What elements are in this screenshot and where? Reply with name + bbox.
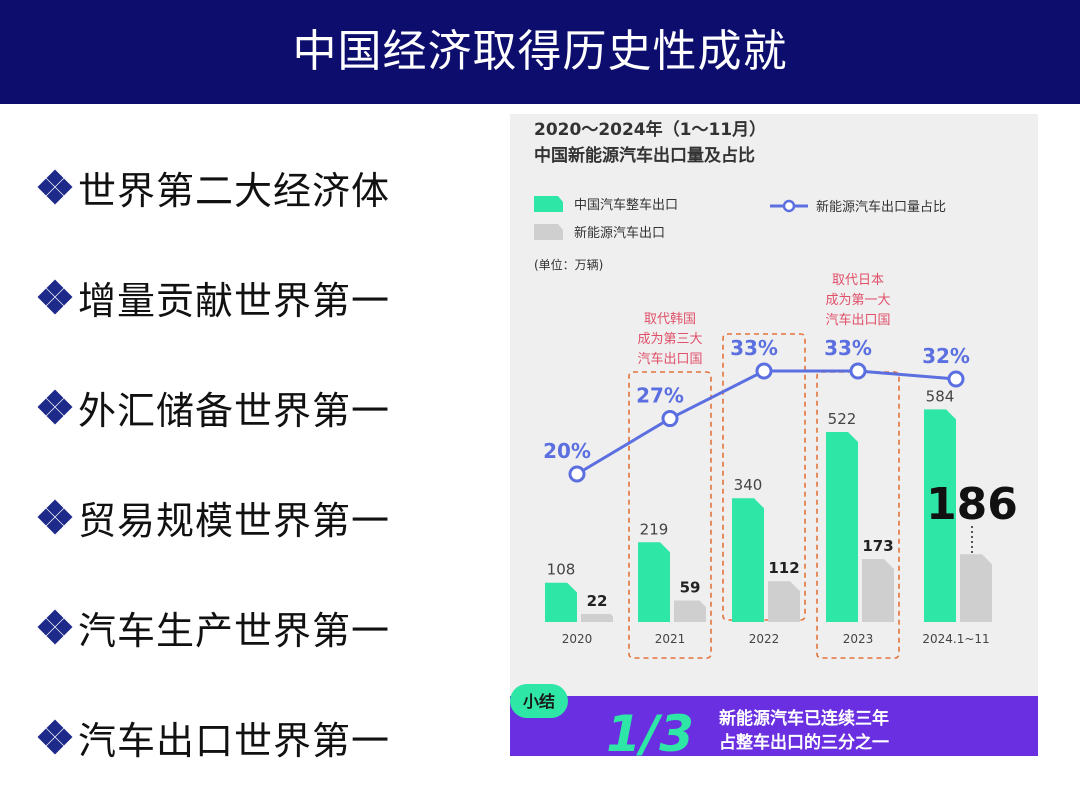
highlight-note: 汽车出口国	[825, 312, 890, 328]
bar-vehicle-export	[732, 498, 764, 622]
bar-value-label-nev-export: 173	[862, 537, 893, 555]
bar-vehicle-export	[638, 542, 670, 622]
x-tick-label: 2022	[749, 632, 780, 646]
share-point	[568, 465, 586, 483]
highlight-note: 取代韩国	[644, 312, 696, 327]
x-tick-label: 2023	[843, 632, 874, 646]
summary-big-number: 1/3	[606, 705, 694, 756]
bullet-text: 汽车出口世界第一	[78, 718, 391, 763]
chart-title: 2020～2024年（1～11月）	[534, 119, 766, 140]
highlight-note: 汽车出口国	[637, 351, 702, 367]
bar-vehicle-export	[545, 582, 577, 622]
summary-line: 占整车出口的三分之一	[719, 732, 889, 753]
bar-vehicle-export	[924, 409, 956, 622]
bar-vehicle-export	[826, 431, 858, 622]
legend-label-nev-export: 新能源汽车出口	[574, 225, 665, 241]
bar-value-label-nev-export: 22	[587, 592, 608, 610]
diamond-bullet-icon	[37, 609, 73, 645]
share-point	[849, 362, 867, 380]
bar-value-label-nev-export: 112	[768, 559, 799, 577]
bar-value-label-vehicle-export: 219	[640, 520, 669, 538]
slide-title: 中国经济取得历史性成就	[292, 26, 788, 77]
chart-subtitle: 中国新能源汽车出口量及占比	[534, 145, 755, 166]
chart-panel: 2020～2024年（1～11月） 中国新能源汽车出口量及占比 中国汽车整车出口 新能…	[510, 114, 1038, 763]
bar-value-label-nev-export: 59	[680, 579, 701, 597]
x-tick-label: 2021	[655, 632, 686, 646]
bullet-list: 世界第二大经济体 增量贡献世界第一 外汇储备世界第一 贸易规模世界第一 汽车生产世界第一…	[37, 132, 478, 792]
summary-tag-label: 小结	[523, 692, 555, 711]
diamond-bullet-icon	[37, 279, 73, 315]
share-point	[755, 362, 773, 380]
diamond-bullet-icon	[37, 719, 73, 755]
bullet-text: 增量贡献世界第一	[78, 278, 391, 323]
highlight-note: 取代日本	[832, 273, 884, 288]
share-value-label: 27%	[636, 384, 684, 408]
title-banner	[0, 0, 1080, 104]
legend-marker-share	[782, 199, 796, 213]
bar-value-label-vehicle-export: 108	[547, 561, 576, 579]
diamond-bullet-icon	[37, 169, 73, 205]
bullet-text: 外汇储备世界第一	[78, 388, 391, 433]
highlight-box	[722, 333, 806, 621]
bullet-text: 贸易规模世界第一	[78, 498, 391, 543]
summary-line: 新能源汽车已连续三年	[719, 708, 889, 729]
bar-nev-export	[768, 581, 800, 622]
unit-label: (单位：万辆)	[534, 257, 603, 272]
bullet-item: 增量贡献世界第一	[37, 242, 478, 352]
x-tick-label: 2024.1~11	[922, 632, 989, 646]
bullet-item: 世界第二大经济体	[37, 132, 478, 242]
bar-nev-export	[862, 559, 894, 622]
bullet-text: 世界第二大经济体	[78, 168, 391, 213]
share-value-label: 33%	[824, 336, 872, 360]
share-point	[661, 410, 679, 428]
share-value-label: 33%	[730, 336, 778, 360]
summary-band	[510, 696, 1038, 756]
share-value-label: 20%	[543, 439, 591, 463]
legend-label-share: 新能源汽车出口量占比	[816, 199, 946, 215]
callout-value: 186	[926, 479, 1018, 530]
legend-swatch-nev-export	[534, 224, 563, 240]
bar-value-label-vehicle-export: 522	[828, 410, 857, 428]
bullet-item: 汽车生产世界第一	[37, 572, 478, 682]
bar-nev-export	[581, 613, 613, 622]
highlight-note: 成为第三大	[637, 332, 702, 347]
bar-nev-export	[960, 554, 992, 622]
highlight-note: 成为第一大	[825, 293, 890, 308]
diamond-bullet-icon	[37, 499, 73, 535]
highlight-box	[628, 371, 712, 659]
bullet-item: 贸易规模世界第一	[37, 462, 478, 572]
bar-value-label-vehicle-export: 340	[734, 476, 763, 494]
bullet-item: 汽车出口世界第一	[37, 682, 478, 792]
share-point	[947, 370, 965, 388]
x-tick-label: 2020	[562, 632, 593, 646]
bullet-text: 汽车生产世界第一	[78, 608, 391, 653]
bar-value-label-vehicle-export: 584	[926, 387, 955, 405]
diamond-bullet-icon	[37, 389, 73, 425]
bar-nev-export	[674, 600, 706, 622]
legend-swatch-vehicle-export	[534, 196, 563, 212]
share-value-label: 32%	[922, 344, 970, 368]
legend-label-vehicle-export: 中国汽车整车出口	[574, 197, 678, 213]
summary-tag	[510, 684, 568, 718]
bullet-item: 外汇储备世界第一	[37, 352, 478, 462]
